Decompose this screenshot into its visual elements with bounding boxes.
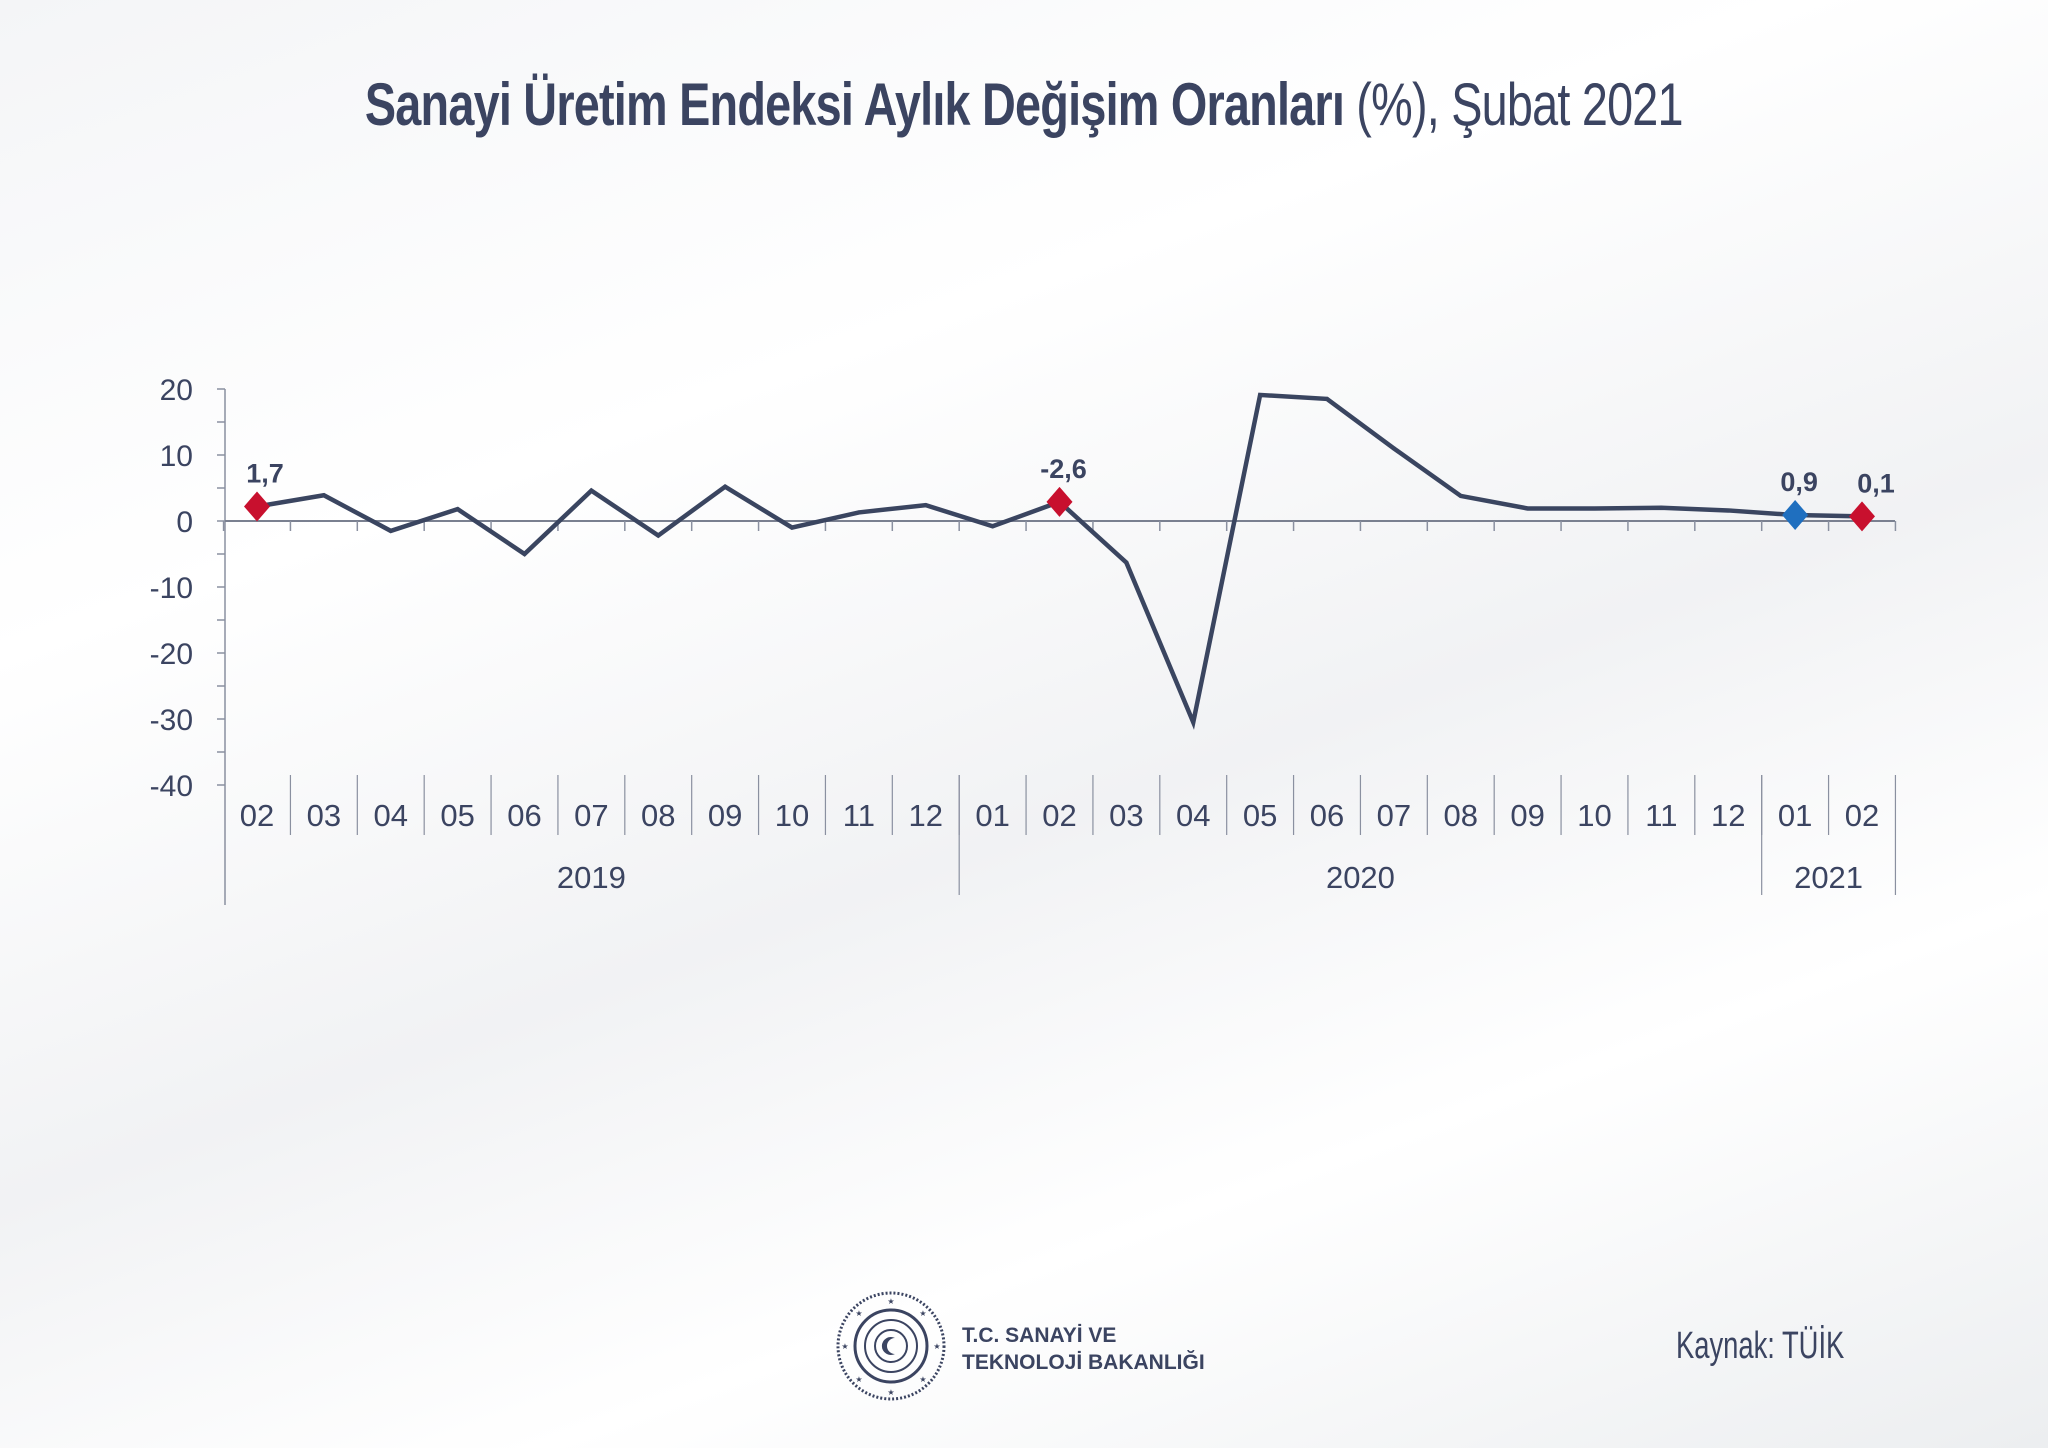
x-tick-label: 08 <box>641 798 675 833</box>
data-point <box>1124 560 1129 565</box>
data-point <box>723 484 728 489</box>
svg-text:★: ★ <box>887 1297 894 1306</box>
data-point <box>1258 392 1263 397</box>
y-tick-label: -30 <box>150 704 193 737</box>
x-tick-label: 10 <box>1577 798 1611 833</box>
x-tick-label: 11 <box>843 798 875 833</box>
org-line-2: TEKNOLOJİ BAKANLIĞI <box>962 1351 1205 1374</box>
year-label: 2020 <box>1326 860 1395 895</box>
svg-text:★: ★ <box>933 1342 940 1351</box>
svg-text:★: ★ <box>855 1375 862 1384</box>
x-tick-label: 01 <box>975 798 1009 833</box>
year-label: 2021 <box>1794 860 1863 895</box>
y-tick-label: -20 <box>150 638 193 671</box>
x-tick-label: 05 <box>1243 798 1277 833</box>
ministry-logo-icon: ★ ★ ★ ★ ★ ★ ★ ★ <box>836 1291 946 1401</box>
org-line-1: T.C. SANAYİ VE <box>962 1324 1117 1347</box>
data-label: 1,7 <box>246 458 284 488</box>
data-point <box>923 503 928 508</box>
y-tick-label: 0 <box>176 506 193 539</box>
x-tick-label: 06 <box>507 798 541 833</box>
data-point <box>522 552 527 556</box>
data-label: -2,6 <box>1040 454 1087 484</box>
data-point <box>1391 446 1396 451</box>
data-point <box>455 507 460 512</box>
title-bold: Sanayi Üretim Endeksi Aylık Değişim Oran… <box>365 71 1345 138</box>
x-tick-label: 11 <box>1645 798 1677 833</box>
data-point <box>990 524 995 529</box>
x-tick-label: 04 <box>374 798 408 833</box>
y-tick-label: 10 <box>160 440 193 473</box>
data-point <box>656 533 661 538</box>
data-point <box>388 528 393 533</box>
x-tick-label: 08 <box>1444 798 1478 833</box>
data-point <box>1592 506 1597 511</box>
x-tick-label: 02 <box>1845 798 1879 833</box>
y-tick-label: 20 <box>160 374 193 407</box>
data-point <box>1726 508 1731 513</box>
data-point <box>1325 396 1329 401</box>
x-tick-label: 01 <box>1778 798 1812 833</box>
highlight-marker <box>1046 486 1073 517</box>
ministry-name: T.C. SANAYİ VE TEKNOLOJİ BAKANLIĞI <box>962 1322 1205 1376</box>
x-tick-label: 10 <box>775 798 809 833</box>
highlight-marker <box>1849 501 1875 532</box>
data-label: 0,1 <box>1857 468 1895 498</box>
data-point <box>1458 493 1463 498</box>
svg-text:★: ★ <box>887 1388 894 1397</box>
svg-text:★: ★ <box>855 1309 862 1318</box>
x-tick-label: 05 <box>440 798 474 833</box>
data-label: 0,9 <box>1780 467 1818 497</box>
data-point <box>589 488 594 493</box>
y-tick-label: -40 <box>150 770 193 803</box>
x-tick-label: 04 <box>1176 798 1210 833</box>
x-tick-label: 09 <box>708 798 742 833</box>
x-tick-label: 12 <box>1711 798 1745 833</box>
x-tick-label: 12 <box>909 798 943 833</box>
x-tick-label: 02 <box>1042 798 1076 833</box>
x-tick-label: 03 <box>307 798 341 833</box>
svg-text:★: ★ <box>919 1375 926 1384</box>
chart-title: Sanayi Üretim Endeksi Aylık Değişim Oran… <box>0 70 2048 139</box>
x-tick-label: 07 <box>574 798 608 833</box>
x-tick-label: 06 <box>1310 798 1344 833</box>
x-tick-label: 09 <box>1510 798 1544 833</box>
data-point <box>1525 506 1530 511</box>
title-light: (%), Şubat 2021 <box>1344 71 1683 138</box>
x-tick-label: 07 <box>1377 798 1411 833</box>
x-tick-label: 03 <box>1109 798 1143 833</box>
svg-text:★: ★ <box>841 1342 848 1351</box>
source-label: Kaynak: TÜİK <box>1676 1325 1845 1367</box>
data-point <box>321 493 326 498</box>
highlight-marker <box>244 491 270 522</box>
y-tick-label: -10 <box>150 572 193 605</box>
svg-text:★: ★ <box>919 1309 926 1318</box>
highlight-marker <box>1782 500 1809 531</box>
data-point <box>790 525 794 530</box>
data-point <box>1191 720 1196 725</box>
series-line <box>256 392 1863 730</box>
x-tick-label: 02 <box>240 798 274 833</box>
data-point <box>856 510 861 515</box>
data-point <box>1659 505 1664 510</box>
year-label: 2019 <box>557 860 626 895</box>
